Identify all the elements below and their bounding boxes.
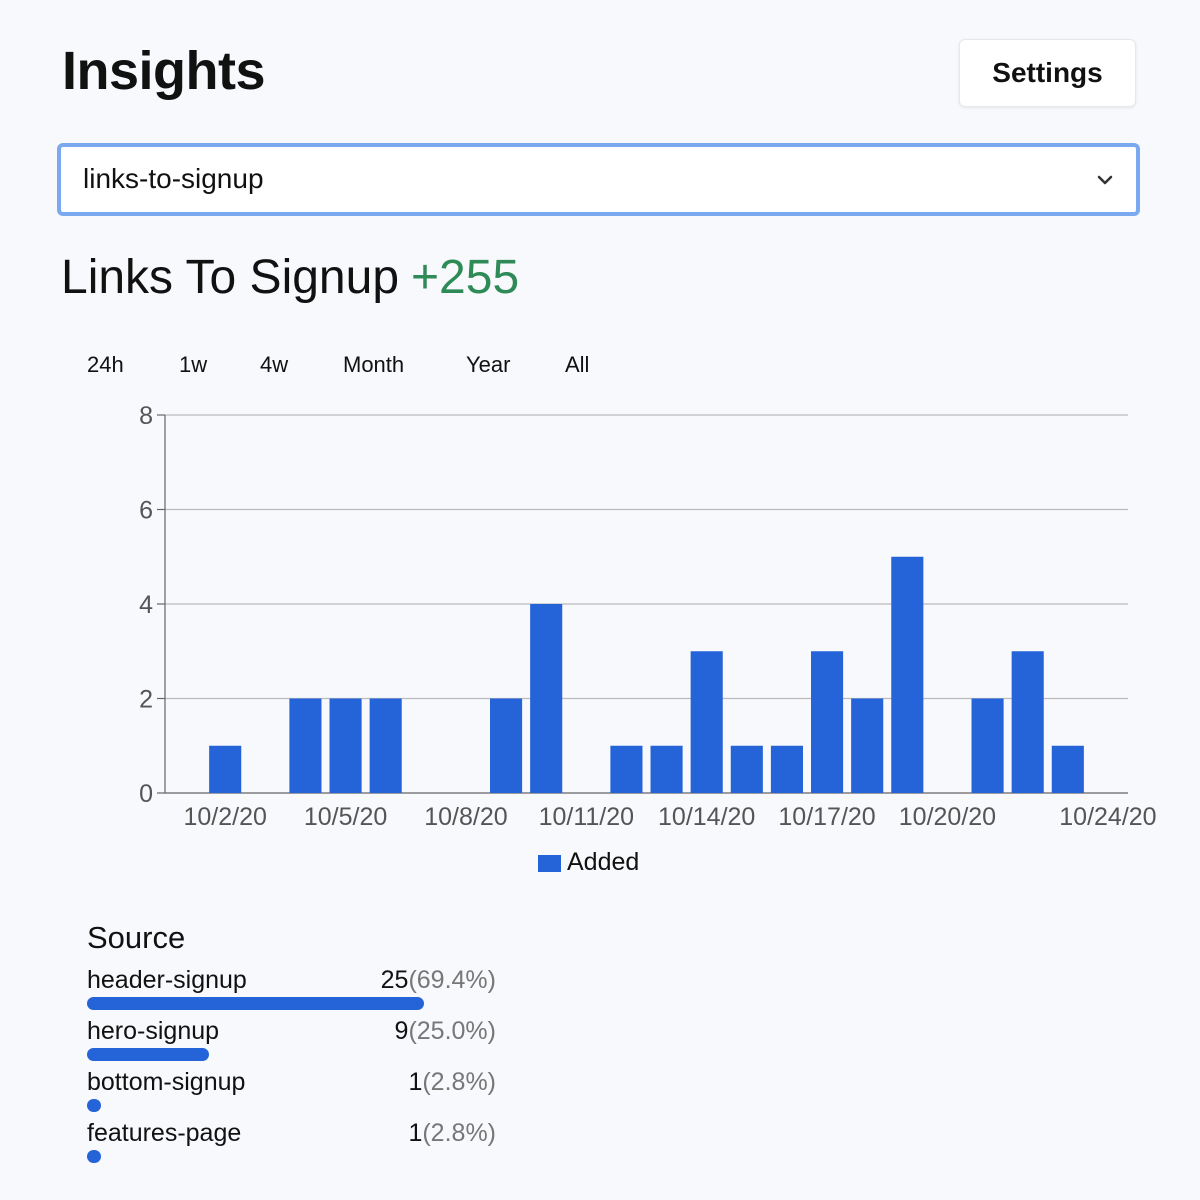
legend-label: Added: [567, 848, 639, 876]
bar: [770, 745, 803, 793]
tab-all[interactable]: All: [565, 352, 590, 377]
bar: [891, 556, 924, 793]
source-count: 9(25.0%): [394, 1017, 496, 1045]
tab-1w[interactable]: 1w: [179, 352, 208, 377]
y-tick-label: 6: [139, 497, 153, 525]
bar: [369, 698, 402, 793]
bar: [971, 698, 1004, 793]
bar: [811, 651, 844, 793]
bar: [490, 698, 523, 793]
source-share-bar: [87, 1150, 101, 1163]
source-share-bar: [87, 997, 425, 1010]
source-row: header-signup 25(69.4%): [0, 966, 700, 1017]
tab-24h[interactable]: 24h: [87, 352, 124, 377]
metric-delta: +255: [411, 251, 520, 304]
bar: [530, 604, 563, 793]
metric-select[interactable]: links-to-signup: [57, 143, 1140, 216]
y-tick-label: 0: [139, 780, 153, 808]
tab-year[interactable]: Year: [466, 352, 511, 377]
y-tick-label: 4: [139, 591, 153, 619]
y-tick-label: 2: [139, 686, 153, 714]
source-name: hero-signup: [87, 1017, 220, 1045]
x-tick-label: 10/8/20: [424, 803, 507, 831]
range-tabs: 24h 1w 4w Month Year All: [0, 352, 700, 384]
chevron-down-icon: [1097, 175, 1113, 185]
tab-4w[interactable]: 4w: [260, 352, 289, 377]
settings-button[interactable]: Settings: [959, 39, 1136, 107]
source-count: 1(2.8%): [408, 1068, 496, 1096]
source-name: bottom-signup: [87, 1068, 246, 1096]
metric-heading: Links To Signup +255: [61, 250, 519, 305]
bar: [851, 698, 884, 793]
bar: [209, 745, 242, 793]
x-tick-label: 10/24/20: [1059, 803, 1156, 831]
x-tick-label: 10/20/20: [899, 803, 996, 831]
source-row: bottom-signup 1(2.8%): [0, 1068, 700, 1119]
source-share-bar: [87, 1048, 209, 1061]
source-name: header-signup: [87, 966, 247, 994]
x-tick-label: 10/11/20: [539, 803, 634, 831]
source-row: features-page 1(2.8%): [0, 1119, 700, 1170]
tab-month[interactable]: Month: [343, 352, 405, 377]
bar: [650, 745, 683, 793]
x-tick-label: 10/5/20: [304, 803, 387, 831]
bar: [289, 698, 322, 793]
source-count: 25(69.4%): [380, 966, 496, 994]
bar: [1011, 651, 1044, 793]
bar-chart: 0 2 4 6 8 10/2/20 10/5/20 10/8/20 10/11/20 10/14/…: [139, 402, 1157, 876]
bar: [730, 745, 763, 793]
source-share-bar: [87, 1099, 101, 1112]
x-tick-label: 10/17/20: [778, 803, 875, 831]
source-title: Source: [87, 920, 186, 955]
bar: [690, 651, 723, 793]
x-tick-label: 10/14/20: [658, 803, 755, 831]
bar: [329, 698, 362, 793]
source-count: 1(2.8%): [408, 1119, 496, 1147]
x-tick-label: 10/2/20: [183, 803, 266, 831]
source-row: hero-signup 9(25.0%): [0, 1017, 700, 1068]
page-title: Insights: [62, 41, 266, 101]
source-name: features-page: [87, 1119, 242, 1147]
metric-name: Links To Signup: [61, 251, 400, 304]
y-tick-label: 8: [139, 402, 153, 430]
legend-swatch: [538, 855, 561, 872]
bar: [610, 745, 643, 793]
bar: [1051, 745, 1084, 793]
metric-select-value: links-to-signup: [83, 163, 264, 194]
